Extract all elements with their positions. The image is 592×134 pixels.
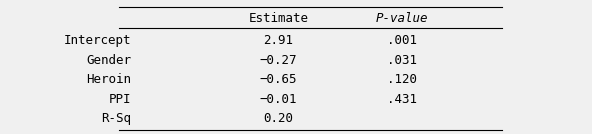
Text: 2.91: 2.91	[263, 34, 293, 47]
Text: .001: .001	[387, 34, 417, 47]
Text: −0.01: −0.01	[259, 92, 297, 105]
Text: .431: .431	[387, 92, 417, 105]
Text: −0.65: −0.65	[259, 73, 297, 86]
Text: .031: .031	[387, 54, 417, 67]
Text: Heroin: Heroin	[86, 73, 131, 86]
Text: Gender: Gender	[86, 54, 131, 67]
Text: Intercept: Intercept	[63, 34, 131, 47]
Text: .120: .120	[387, 73, 417, 86]
Text: PPI: PPI	[108, 92, 131, 105]
Text: R-Sq: R-Sq	[101, 112, 131, 125]
Text: Estimate: Estimate	[248, 12, 308, 25]
Text: P-value: P-value	[376, 12, 428, 25]
Text: 0.20: 0.20	[263, 112, 293, 125]
Text: −0.27: −0.27	[259, 54, 297, 67]
